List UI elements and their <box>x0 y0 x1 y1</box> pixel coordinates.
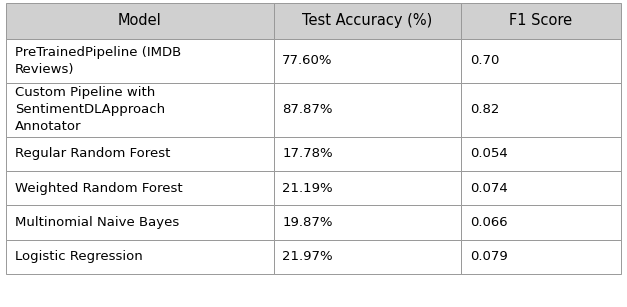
Bar <box>6 171 273 205</box>
Text: 19.87%: 19.87% <box>282 216 333 229</box>
Bar <box>273 137 461 171</box>
Bar <box>6 39 273 83</box>
Text: 0.054: 0.054 <box>470 147 507 160</box>
Bar <box>273 3 461 39</box>
Bar <box>273 171 461 205</box>
Bar <box>461 239 621 274</box>
Text: 21.19%: 21.19% <box>282 182 333 195</box>
Text: 0.074: 0.074 <box>470 182 507 195</box>
Text: 0.82: 0.82 <box>470 103 499 116</box>
Bar <box>273 83 461 137</box>
Bar <box>273 239 461 274</box>
Bar <box>273 205 461 239</box>
Bar <box>461 83 621 137</box>
Text: 87.87%: 87.87% <box>282 103 333 116</box>
Bar <box>6 205 273 239</box>
Bar <box>461 205 621 239</box>
Text: Model: Model <box>118 13 162 28</box>
Bar <box>6 83 273 137</box>
Text: 0.079: 0.079 <box>470 250 507 263</box>
Text: Logistic Regression: Logistic Regression <box>15 250 143 263</box>
Text: Regular Random Forest: Regular Random Forest <box>15 147 171 160</box>
Bar <box>461 3 621 39</box>
Bar <box>273 39 461 83</box>
Bar <box>461 39 621 83</box>
Bar <box>6 3 273 39</box>
Text: 17.78%: 17.78% <box>282 147 333 160</box>
Text: Test Accuracy (%): Test Accuracy (%) <box>302 13 433 28</box>
Text: PreTrainedPipeline (IMDB
Reviews): PreTrainedPipeline (IMDB Reviews) <box>15 46 181 76</box>
Bar <box>6 239 273 274</box>
Bar <box>461 137 621 171</box>
Text: 0.066: 0.066 <box>470 216 507 229</box>
Text: Weighted Random Forest: Weighted Random Forest <box>15 182 182 195</box>
Text: 77.60%: 77.60% <box>282 54 333 67</box>
Bar <box>461 171 621 205</box>
Text: 21.97%: 21.97% <box>282 250 333 263</box>
Text: F1 Score: F1 Score <box>509 13 572 28</box>
Text: Multinomial Naive Bayes: Multinomial Naive Bayes <box>15 216 179 229</box>
Text: 0.70: 0.70 <box>470 54 499 67</box>
Text: Custom Pipeline with
SentimentDLApproach
Annotator: Custom Pipeline with SentimentDLApproach… <box>15 86 165 133</box>
Bar <box>6 137 273 171</box>
